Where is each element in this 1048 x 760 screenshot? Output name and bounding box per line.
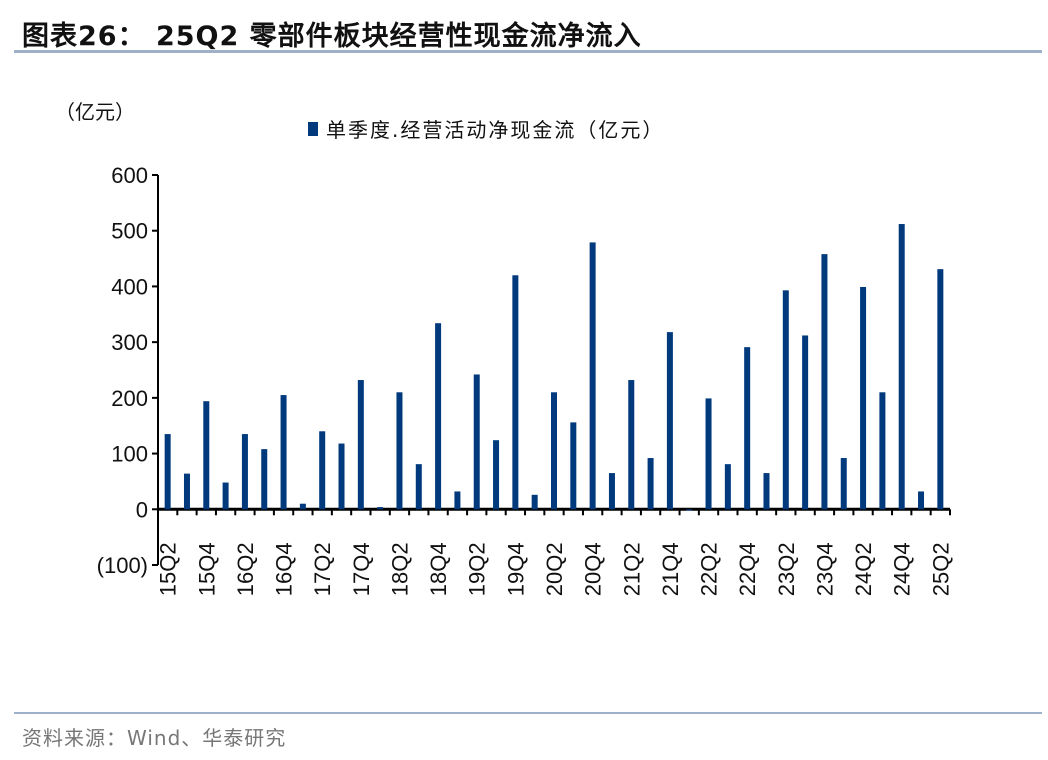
bar-21Q1 bbox=[608, 473, 615, 510]
bar-23Q4 bbox=[821, 254, 828, 510]
bar-20Q4 bbox=[589, 242, 596, 510]
bar-16Q1 bbox=[222, 482, 229, 510]
y-tick-label: 0 bbox=[136, 497, 148, 522]
x-tick-label: 18Q4 bbox=[426, 542, 451, 596]
x-tick-label: 24Q2 bbox=[851, 542, 876, 596]
x-tick-label: 15Q2 bbox=[156, 542, 181, 596]
bar-24Q3 bbox=[879, 392, 886, 510]
x-tick-label: 20Q2 bbox=[542, 542, 567, 596]
figure-title: 图表26： 25Q2 零部件板块经营性现金流净流入 bbox=[22, 21, 642, 52]
x-tick-label: 16Q2 bbox=[233, 542, 258, 596]
bar-18Q4 bbox=[435, 323, 442, 510]
bar-23Q1 bbox=[763, 473, 770, 510]
y-tick-label: (100) bbox=[97, 553, 148, 578]
x-tick-label: 22Q4 bbox=[735, 542, 760, 596]
bar-24Q2 bbox=[860, 286, 867, 510]
bar-18Q3 bbox=[415, 464, 422, 510]
y-tick-label: 400 bbox=[111, 274, 148, 299]
bar-24Q1 bbox=[840, 458, 847, 510]
x-tick-label: 19Q4 bbox=[503, 542, 528, 596]
bar-25Q1 bbox=[918, 491, 925, 510]
bar-22Q1 bbox=[686, 509, 693, 511]
y-axis-unit-label: （亿元） bbox=[55, 100, 135, 124]
x-tick-label: 15Q4 bbox=[194, 542, 219, 596]
bar-20Q3 bbox=[570, 422, 577, 510]
x-tick-label: 21Q2 bbox=[619, 542, 644, 596]
bar-21Q4 bbox=[666, 332, 673, 510]
bar-16Q2 bbox=[241, 434, 248, 510]
bar-15Q2 bbox=[164, 434, 171, 510]
bar-25Q2 bbox=[937, 269, 944, 510]
y-tick-label: 600 bbox=[111, 163, 148, 188]
bar-19Q2 bbox=[473, 374, 480, 510]
bar-21Q2 bbox=[628, 380, 635, 510]
bar-16Q4 bbox=[280, 395, 287, 510]
y-tick-label: 300 bbox=[111, 330, 148, 355]
bar-24Q4 bbox=[898, 224, 905, 510]
y-tick-label: 100 bbox=[111, 442, 148, 467]
bar-23Q3 bbox=[802, 335, 809, 510]
bar-19Q3 bbox=[493, 440, 500, 510]
x-tick-label: 17Q4 bbox=[349, 542, 374, 596]
bar-19Q1 bbox=[454, 491, 461, 510]
bar-17Q4 bbox=[357, 380, 364, 510]
source-note: 资料来源：Wind、华泰研究 bbox=[22, 726, 287, 750]
bar-19Q4 bbox=[512, 275, 519, 510]
bar-17Q2 bbox=[319, 431, 326, 510]
x-tick-label: 19Q2 bbox=[465, 542, 490, 596]
x-tick-label: 20Q4 bbox=[581, 542, 606, 596]
y-tick-label: 500 bbox=[111, 219, 148, 244]
x-tick-label: 17Q2 bbox=[310, 542, 335, 596]
bar-18Q2 bbox=[396, 392, 403, 510]
bar-20Q2 bbox=[551, 392, 557, 510]
x-tick-label: 25Q2 bbox=[928, 542, 953, 596]
x-tick-label: 21Q4 bbox=[658, 542, 683, 596]
footer-divider bbox=[14, 712, 1042, 714]
x-tick-label: 24Q4 bbox=[890, 542, 915, 596]
title-divider bbox=[14, 50, 1042, 53]
x-tick-label: 22Q2 bbox=[697, 542, 722, 596]
bar-23Q2 bbox=[782, 290, 789, 510]
bar-15Q4 bbox=[203, 401, 210, 510]
bar-18Q1 bbox=[377, 507, 384, 510]
chart-legend: 单季度.经营活动净现金流（亿元） bbox=[308, 114, 664, 143]
bar-22Q4 bbox=[744, 347, 751, 510]
x-tick-label: 16Q4 bbox=[272, 542, 297, 596]
bar-22Q2 bbox=[705, 398, 712, 510]
bar-22Q3 bbox=[724, 464, 731, 510]
bar-16Q3 bbox=[261, 449, 268, 510]
x-tick-label: 23Q4 bbox=[812, 542, 837, 596]
legend-swatch bbox=[308, 121, 318, 136]
bar-17Q3 bbox=[338, 443, 345, 510]
legend-label: 单季度.经营活动净现金流（亿元） bbox=[326, 118, 665, 142]
x-tick-label: 23Q2 bbox=[774, 542, 799, 596]
bar-21Q3 bbox=[647, 458, 654, 510]
bar-17Q1 bbox=[299, 503, 306, 510]
y-tick-label: 200 bbox=[111, 386, 148, 411]
bar-20Q1 bbox=[531, 494, 538, 510]
bar-15Q3 bbox=[183, 473, 190, 510]
x-tick-label: 18Q2 bbox=[387, 542, 412, 596]
